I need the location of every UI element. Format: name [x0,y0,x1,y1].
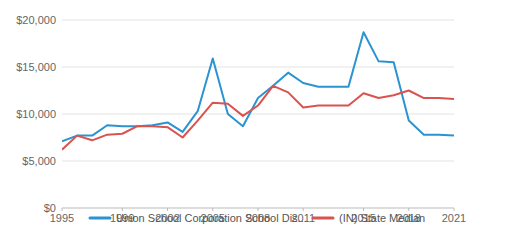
grid-line [62,20,454,21]
x-tick-label: 2021 [442,212,466,224]
x-tick [212,208,213,211]
legend-label: Union School Corporation School Dis... [116,212,307,224]
legend-swatch [313,217,333,220]
series-line [62,86,454,150]
legend-label: (IN) State Median [339,212,425,224]
grid-line [62,161,454,162]
series-group [62,32,454,150]
y-tick-label: $15,000 [16,61,56,73]
grid-line [62,114,454,115]
legend-swatch [90,217,110,220]
x-tick [122,208,123,211]
x-tick [167,208,168,211]
series-line [62,32,454,141]
x-tick [258,208,259,211]
y-tick-label: $10,000 [16,108,56,120]
x-tick [363,208,364,211]
x-tick [408,208,409,211]
y-tick-label: $20,000 [16,14,56,26]
x-tick [303,208,304,211]
chart: $0$5,000$10,000$15,000$20,00019951999200… [0,0,524,230]
x-tick [62,208,63,211]
y-tick-label: $5,000 [22,155,56,167]
x-tick-label: 1995 [50,212,74,224]
x-tick [454,208,455,211]
